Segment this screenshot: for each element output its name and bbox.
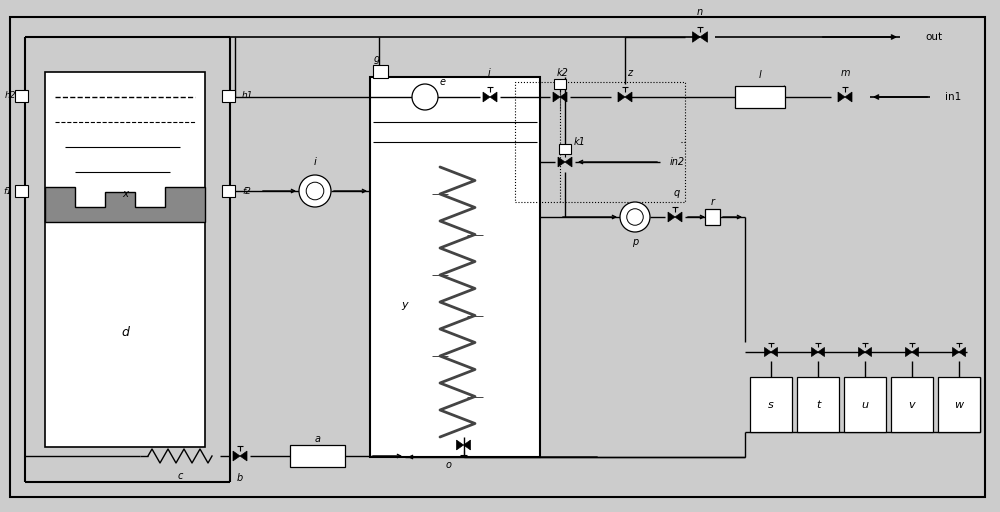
- Text: x: x: [122, 189, 128, 199]
- Bar: [222, 90, 235, 102]
- Text: in2: in2: [670, 157, 685, 167]
- Text: w: w: [954, 399, 964, 410]
- Text: e: e: [440, 77, 446, 87]
- Polygon shape: [865, 348, 872, 356]
- Bar: [844, 377, 886, 432]
- Polygon shape: [625, 92, 632, 102]
- Text: v: v: [909, 399, 915, 410]
- Circle shape: [299, 175, 331, 207]
- Text: h2: h2: [4, 92, 16, 100]
- Polygon shape: [618, 92, 625, 102]
- Text: q: q: [674, 188, 680, 198]
- Text: c: c: [177, 471, 183, 481]
- Polygon shape: [771, 348, 778, 356]
- Text: f2: f2: [242, 186, 251, 196]
- Polygon shape: [233, 451, 240, 461]
- Text: i: i: [314, 157, 316, 167]
- Circle shape: [620, 202, 650, 232]
- Text: p: p: [632, 237, 638, 247]
- Text: d: d: [121, 326, 129, 338]
- Bar: [891, 377, 933, 432]
- Bar: [15, 90, 28, 102]
- Text: k2: k2: [557, 68, 569, 78]
- Text: t: t: [816, 399, 820, 410]
- Text: y: y: [402, 300, 408, 310]
- Polygon shape: [240, 451, 247, 461]
- Polygon shape: [464, 440, 471, 450]
- Bar: [559, 144, 571, 154]
- Polygon shape: [845, 92, 852, 102]
- Polygon shape: [952, 348, 959, 356]
- Polygon shape: [675, 212, 682, 222]
- Text: out: out: [925, 32, 942, 42]
- Polygon shape: [45, 187, 205, 222]
- Text: g: g: [374, 54, 380, 64]
- Polygon shape: [838, 92, 845, 102]
- Text: s: s: [768, 399, 774, 410]
- Polygon shape: [692, 32, 700, 42]
- Polygon shape: [560, 92, 567, 102]
- Polygon shape: [912, 348, 918, 356]
- Text: a: a: [314, 434, 320, 444]
- Bar: [554, 79, 566, 89]
- Bar: [705, 209, 720, 225]
- Polygon shape: [483, 92, 490, 102]
- Polygon shape: [811, 348, 818, 356]
- Polygon shape: [700, 32, 708, 42]
- Polygon shape: [764, 348, 771, 356]
- Bar: [290, 445, 345, 467]
- Bar: [938, 377, 980, 432]
- Polygon shape: [565, 157, 572, 167]
- Text: r: r: [710, 197, 714, 207]
- Polygon shape: [490, 92, 497, 102]
- Text: h1: h1: [242, 92, 254, 100]
- Polygon shape: [818, 348, 824, 356]
- Text: z: z: [627, 68, 633, 78]
- Text: f1: f1: [4, 186, 12, 196]
- Polygon shape: [668, 212, 675, 222]
- Text: n: n: [697, 7, 703, 17]
- Text: u: u: [862, 399, 868, 410]
- Circle shape: [306, 182, 324, 200]
- Circle shape: [412, 84, 438, 110]
- Text: k1: k1: [574, 137, 586, 147]
- Polygon shape: [905, 348, 912, 356]
- Polygon shape: [858, 348, 865, 356]
- Bar: [797, 377, 839, 432]
- Polygon shape: [558, 157, 565, 167]
- Polygon shape: [553, 92, 560, 102]
- Polygon shape: [456, 440, 464, 450]
- Text: b: b: [237, 473, 243, 483]
- Circle shape: [627, 209, 643, 225]
- Text: o: o: [446, 460, 452, 470]
- Bar: [735, 86, 785, 108]
- Text: l: l: [759, 70, 761, 80]
- Bar: [370, 77, 540, 457]
- Text: j: j: [487, 68, 489, 78]
- Bar: [222, 185, 235, 197]
- Bar: [45, 72, 205, 447]
- Bar: [373, 65, 388, 78]
- Bar: [515, 82, 685, 202]
- Text: in1: in1: [945, 92, 961, 102]
- Bar: [750, 377, 792, 432]
- Polygon shape: [959, 348, 966, 356]
- Text: m: m: [840, 68, 850, 78]
- Bar: [15, 185, 28, 197]
